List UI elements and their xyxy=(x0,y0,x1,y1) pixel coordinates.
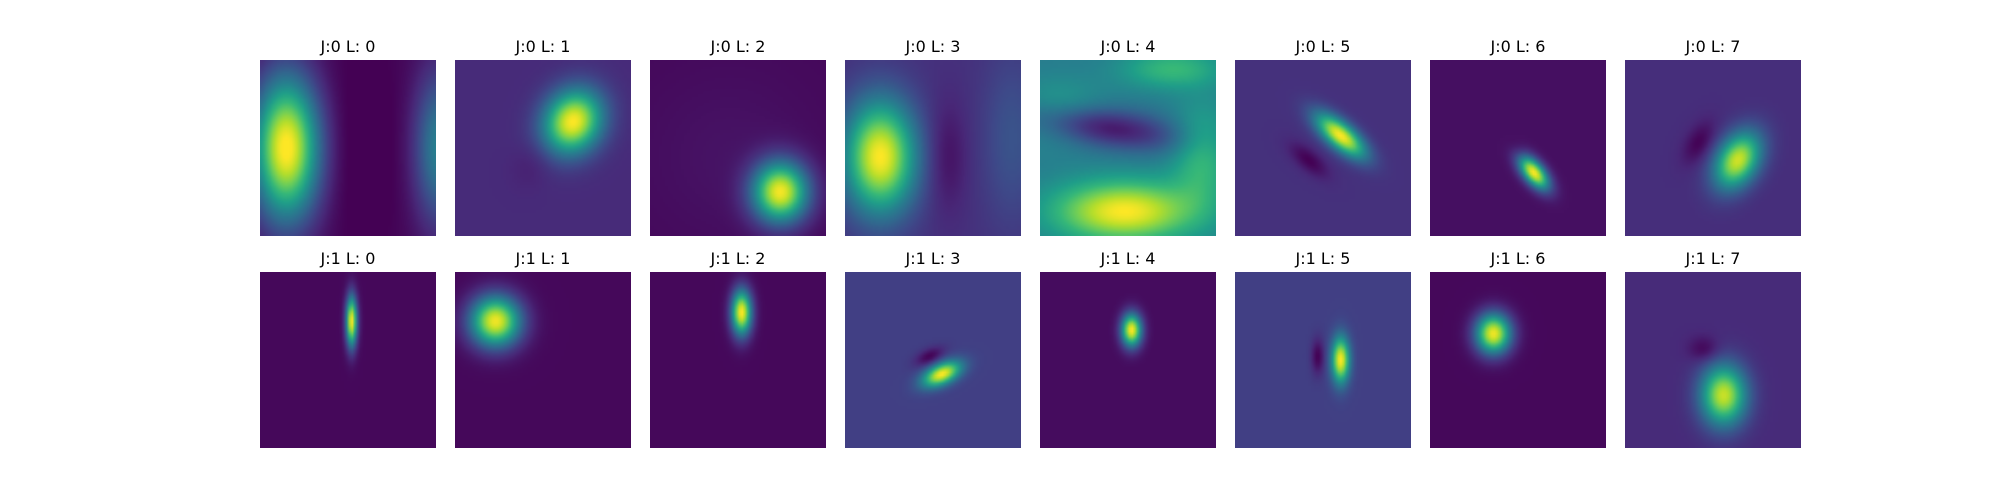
filter-panel: J:1 L: 7 xyxy=(1625,249,1801,448)
filter-panel: J:1 L: 3 xyxy=(845,249,1021,448)
filter-heatmap-image xyxy=(1625,272,1801,448)
filter-panel: J:0 L: 5 xyxy=(1235,37,1411,236)
filter-heatmap-image xyxy=(650,272,826,448)
filter-panel: J:1 L: 0 xyxy=(260,249,436,448)
panel-title: J:1 L: 2 xyxy=(710,249,766,268)
panel-title: J:1 L: 5 xyxy=(1295,249,1351,268)
filter-heatmap-image xyxy=(455,272,631,448)
filter-heatmap-image xyxy=(1040,60,1216,236)
panel-title: J:0 L: 1 xyxy=(515,37,571,56)
filter-heatmap-image xyxy=(1040,272,1216,448)
filter-heatmap-image xyxy=(260,272,436,448)
panel-title: J:1 L: 0 xyxy=(320,249,376,268)
filter-heatmap-image xyxy=(1235,272,1411,448)
panel-title: J:1 L: 3 xyxy=(905,249,961,268)
filter-heatmap-image xyxy=(845,272,1021,448)
filter-heatmap-image xyxy=(1235,60,1411,236)
panel-title: J:0 L: 7 xyxy=(1685,37,1741,56)
filter-panel: J:0 L: 1 xyxy=(455,37,631,236)
filter-panel: J:0 L: 4 xyxy=(1040,37,1216,236)
filter-heatmap-image xyxy=(1430,60,1606,236)
filter-panel: J:1 L: 1 xyxy=(455,249,631,448)
panel-title: J:0 L: 3 xyxy=(905,37,961,56)
panel-title: J:0 L: 0 xyxy=(320,37,376,56)
filter-heatmap-image xyxy=(650,60,826,236)
filter-panel: J:1 L: 5 xyxy=(1235,249,1411,448)
filter-heatmap-image xyxy=(260,60,436,236)
filter-panel: J:0 L: 7 xyxy=(1625,37,1801,236)
filter-panel: J:1 L: 2 xyxy=(650,249,826,448)
filter-heatmap-image xyxy=(1430,272,1606,448)
filter-panel: J:0 L: 0 xyxy=(260,37,436,236)
panel-title: J:0 L: 4 xyxy=(1100,37,1156,56)
filter-panel: J:1 L: 4 xyxy=(1040,249,1216,448)
filter-heatmap-image xyxy=(845,60,1021,236)
panel-title: J:0 L: 2 xyxy=(710,37,766,56)
panel-title: J:1 L: 1 xyxy=(515,249,571,268)
filter-heatmap-image xyxy=(455,60,631,236)
panel-title: J:0 L: 6 xyxy=(1490,37,1546,56)
filter-panel: J:0 L: 2 xyxy=(650,37,826,236)
panel-title: J:1 L: 7 xyxy=(1685,249,1741,268)
filter-panel: J:1 L: 6 xyxy=(1430,249,1606,448)
filter-panel: J:0 L: 6 xyxy=(1430,37,1606,236)
panel-title: J:0 L: 5 xyxy=(1295,37,1351,56)
panel-title: J:1 L: 4 xyxy=(1100,249,1156,268)
filter-panel: J:0 L: 3 xyxy=(845,37,1021,236)
panel-title: J:1 L: 6 xyxy=(1490,249,1546,268)
filter-heatmap-image xyxy=(1625,60,1801,236)
